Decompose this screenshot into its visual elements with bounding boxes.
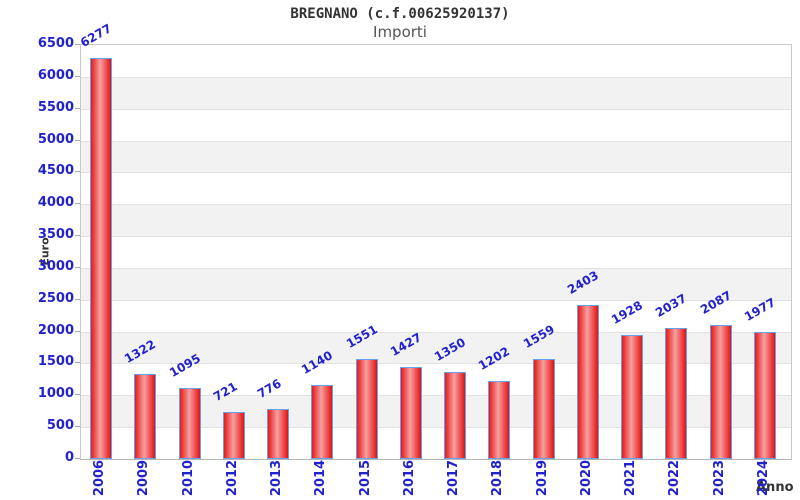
grid-band — [81, 172, 791, 205]
chart-subtitle: Importi — [373, 23, 427, 41]
y-tick-mark — [75, 330, 80, 332]
bar-2021 — [621, 335, 643, 459]
gridline — [81, 140, 791, 142]
bar-2024 — [753, 332, 776, 459]
x-tick-label-2009: 2009 — [136, 459, 152, 497]
y-tick-label: 6000 — [37, 67, 74, 83]
bar-2010 — [178, 388, 201, 459]
x-tick-label-2016: 2016 — [401, 459, 417, 497]
y-tick-mark — [75, 107, 80, 109]
grid-band — [81, 236, 791, 268]
gridline — [81, 236, 791, 238]
grid-band — [81, 299, 791, 332]
gridline — [81, 363, 791, 365]
y-tick-mark — [75, 44, 80, 45]
bar-2013 — [267, 409, 289, 459]
y-tick-mark — [75, 458, 80, 459]
y-tick-mark — [75, 139, 80, 141]
bar-2023 — [709, 325, 732, 459]
gridline — [81, 299, 791, 301]
bar-2019 — [532, 359, 555, 459]
plot-area — [80, 44, 792, 460]
gridline — [81, 267, 791, 269]
gridline — [81, 427, 791, 429]
y-tick-label: 2000 — [37, 322, 74, 338]
y-tick-label: 0 — [64, 450, 74, 465]
x-tick-label-2017: 2017 — [446, 459, 461, 497]
y-tick-mark — [75, 394, 80, 396]
grid-band — [81, 76, 791, 109]
gridline — [81, 331, 791, 333]
y-tick-mark — [75, 426, 80, 428]
x-tick-label-2023: 2023 — [711, 459, 727, 497]
bar-2012 — [222, 412, 245, 459]
x-tick-label-2006: 2006 — [92, 459, 107, 497]
y-tick-label: 3000 — [37, 258, 74, 274]
y-tick-mark — [75, 362, 80, 364]
y-tick-label: 4500 — [37, 163, 74, 179]
x-tick-label-2015: 2015 — [357, 459, 373, 497]
chart-title: BREGNANO (c.f.00625920137) — [290, 6, 510, 22]
y-tick-label: 5500 — [37, 99, 74, 115]
y-tick-mark — [75, 75, 80, 77]
y-tick-mark — [75, 298, 80, 300]
x-tick-label-2021: 2021 — [623, 459, 638, 497]
gridline — [81, 204, 791, 206]
y-tick-label: 1500 — [37, 354, 74, 370]
y-tick-label: 4000 — [37, 195, 74, 211]
grid-band — [81, 45, 791, 77]
y-tick-label: 2500 — [37, 290, 74, 306]
y-tick-mark — [75, 235, 80, 237]
y-tick-label: 1000 — [37, 386, 74, 402]
x-tick-label-2024: 2024 — [755, 459, 771, 497]
grid-band — [81, 204, 791, 237]
x-axis-title: Anno — [756, 480, 794, 495]
grid-band — [81, 108, 791, 141]
x-tick-label-2018: 2018 — [490, 459, 506, 497]
bar-2017 — [444, 372, 466, 459]
x-tick-label-2022: 2022 — [667, 459, 683, 497]
y-tick-label: 500 — [46, 418, 74, 434]
gridline — [81, 108, 791, 110]
x-tick-label-2019: 2019 — [534, 459, 550, 497]
bar-2016 — [399, 367, 422, 459]
grid-band — [81, 267, 791, 300]
gridline — [81, 172, 791, 174]
y-tick-mark — [75, 266, 80, 268]
x-tick-label-2014: 2014 — [313, 459, 329, 497]
grid-band — [81, 140, 791, 173]
y-tick-mark — [75, 203, 80, 205]
bar-2022 — [665, 328, 688, 459]
x-tick-label-2012: 2012 — [224, 459, 240, 497]
bar-2006 — [90, 58, 112, 459]
bar-2014 — [311, 385, 334, 459]
y-tick-label: 6500 — [37, 36, 74, 51]
x-tick-label-2013: 2013 — [269, 459, 284, 497]
bar-2009 — [134, 374, 157, 459]
x-tick-label-2010: 2010 — [180, 459, 196, 497]
x-tick-label-2020: 2020 — [578, 459, 594, 497]
bar-2020 — [576, 305, 599, 459]
gridline — [81, 395, 791, 397]
y-tick-label: 3500 — [37, 227, 74, 243]
y-tick-mark — [75, 171, 80, 173]
y-tick-label: 5000 — [37, 131, 74, 147]
gridline — [81, 76, 791, 78]
bar-2015 — [355, 359, 378, 459]
bar-2018 — [488, 381, 511, 459]
